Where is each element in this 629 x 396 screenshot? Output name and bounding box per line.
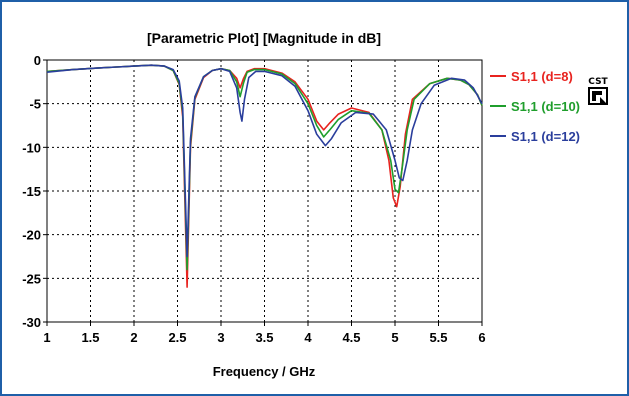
x-axis: 1 1.5 2 2.5 3 3.5 4 4.5 5 5.5 6 <box>43 322 486 345</box>
series-group <box>46 64 483 288</box>
x-tick-label: 2.5 <box>168 330 186 345</box>
legend-item[interactable]: S1,1 (d=12) <box>490 129 580 144</box>
x-tick-label: 3 <box>217 330 224 345</box>
x-tick-label: 4.5 <box>342 330 360 345</box>
y-tick-label: 0 <box>34 53 41 68</box>
x-tick-label: 5 <box>391 330 398 345</box>
legend-item[interactable]: S1,1 (d=10) <box>490 99 580 114</box>
x-tick-label: 5.5 <box>429 330 447 345</box>
x-tick-label: 6 <box>478 330 485 345</box>
y-tick-label: -5 <box>29 97 41 112</box>
legend-item[interactable]: S1,1 (d=8) <box>490 69 573 84</box>
x-tick-label: 4 <box>304 330 312 345</box>
x-tick-label: 1 <box>43 330 50 345</box>
chart-title: [Parametric Plot] [Magnitude in dB] <box>147 30 381 46</box>
y-axis: 0 -5 -10 -15 -20 -25 -30 <box>22 53 47 330</box>
series-line <box>46 64 483 271</box>
cst-logo-text: CST <box>588 77 608 87</box>
y-tick-label: -25 <box>22 271 41 286</box>
legend-label: S1,1 (d=8) <box>511 69 573 84</box>
legend-label: S1,1 (d=12) <box>511 129 580 144</box>
series-line <box>46 64 483 258</box>
legend-label: S1,1 (d=10) <box>511 99 580 114</box>
x-axis-label: Frequency / GHz <box>213 364 316 379</box>
y-tick-label: -15 <box>22 184 41 199</box>
y-tick-label: -30 <box>22 315 41 330</box>
y-tick-label: -20 <box>22 228 41 243</box>
grid <box>47 60 482 322</box>
cst-logo-icon-corner <box>600 97 606 103</box>
y-tick-label: -10 <box>22 140 41 155</box>
x-tick-label: 3.5 <box>255 330 273 345</box>
x-tick-label: 2 <box>130 330 137 345</box>
legend[interactable]: S1,1 (d=8) S1,1 (d=10) S1,1 (d=12) <box>490 69 580 144</box>
x-tick-label: 1.5 <box>81 330 99 345</box>
cst-logo-icon-mark <box>592 91 602 101</box>
cst-logo: CST <box>588 77 609 105</box>
